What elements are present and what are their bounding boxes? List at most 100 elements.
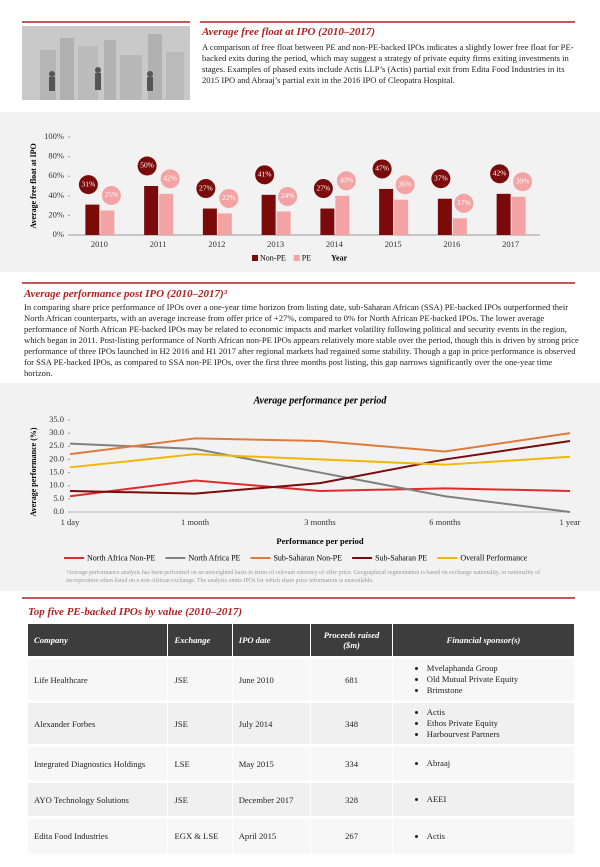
y-tick-label: 100% bbox=[44, 131, 64, 141]
y-axis-title: Average performance (%) bbox=[29, 427, 38, 516]
paragraph: In comparing share price performance of … bbox=[24, 302, 579, 378]
table-cell: 681 bbox=[310, 656, 393, 702]
sponsor: Old Mutual Private Equity bbox=[427, 674, 568, 685]
section-title: Average free float at IPO (2010–2017) bbox=[202, 26, 376, 38]
header-image bbox=[22, 26, 190, 100]
series-line bbox=[69, 440, 571, 495]
sponsor-cell: ActisEthos Private EquityHarbourvest Par… bbox=[392, 700, 576, 746]
value-label: 22% bbox=[222, 193, 236, 202]
table-cell: JSE bbox=[167, 700, 233, 746]
series-line bbox=[69, 432, 571, 456]
table-cell: 328 bbox=[310, 780, 393, 818]
value-label: 17% bbox=[457, 198, 471, 207]
table-cell: Edita Food Industries bbox=[28, 816, 169, 854]
sponsor-cell: AEEI bbox=[392, 780, 576, 818]
sponsor-cell: Abraaj bbox=[392, 744, 576, 782]
y-tick-label: 10.0 bbox=[49, 480, 64, 490]
label-badge bbox=[313, 179, 333, 199]
footnote: ³Average performance analysis has been p… bbox=[66, 570, 541, 584]
y-axis-title: Average free float at IPO bbox=[29, 143, 38, 228]
table-cell: June 2010 bbox=[232, 656, 312, 702]
value-label: 36% bbox=[398, 179, 412, 188]
bar bbox=[496, 193, 511, 235]
value-label: 42% bbox=[163, 174, 177, 183]
label-badge bbox=[278, 186, 298, 206]
y-tick-label: 25.0 bbox=[49, 440, 64, 450]
paragraph: A comparison of free float between PE an… bbox=[202, 42, 574, 85]
chart-background bbox=[0, 112, 600, 272]
table-cell: 348 bbox=[310, 700, 393, 746]
sponsor-cell: Mvelaphanda GroupOld Mutual Private Equi… bbox=[392, 656, 576, 702]
value-label: 42% bbox=[493, 169, 507, 178]
sponsor-list: Actis bbox=[399, 831, 568, 842]
table-row: Edita Food Industries EGX & LSE April 2015… bbox=[28, 816, 576, 854]
x-tick-label: 2014 bbox=[326, 239, 344, 249]
label-badge bbox=[219, 188, 239, 208]
sponsor: Mvelaphanda Group bbox=[427, 663, 568, 674]
sponsor: Brimstone bbox=[427, 685, 568, 696]
bar bbox=[276, 211, 291, 235]
section-title: Average performance post IPO (2010–2017)… bbox=[24, 288, 227, 300]
chart-background bbox=[0, 383, 600, 591]
x-tick-label: 1 month bbox=[181, 517, 210, 527]
x-tick-label: 2015 bbox=[385, 239, 402, 249]
x-axis-title: Performance per period bbox=[276, 536, 363, 546]
label-badge bbox=[336, 171, 356, 191]
section-title: Top five PE-backed IPOs by value (2010–2… bbox=[28, 606, 243, 618]
table-cell: 334 bbox=[310, 744, 393, 782]
sponsor: Actis bbox=[427, 831, 568, 842]
bar bbox=[394, 199, 409, 235]
label-badge bbox=[490, 164, 510, 184]
x-tick-label: 2011 bbox=[150, 239, 167, 249]
column-header: Proceeds raised ($m) bbox=[310, 624, 393, 658]
bar bbox=[217, 213, 232, 235]
value-label: 40% bbox=[340, 176, 354, 185]
x-axis-title: Year bbox=[331, 253, 347, 262]
table-cell: Integrated Diagnostics Holdings bbox=[28, 744, 169, 782]
table-cell: December 2017 bbox=[232, 780, 312, 818]
y-tick-label: 40% bbox=[48, 190, 64, 200]
legend-swatch bbox=[293, 255, 300, 261]
legend-label: North Africa Non-PE bbox=[87, 553, 156, 562]
y-tick-label: 30.0 bbox=[49, 427, 64, 437]
series-line bbox=[69, 453, 571, 469]
bar bbox=[85, 204, 100, 235]
legend-label: Overall Performance bbox=[460, 553, 527, 562]
sponsor-list: AEEI bbox=[399, 794, 568, 805]
bar bbox=[159, 193, 174, 235]
y-tick-label: 5.0 bbox=[53, 493, 64, 503]
y-tick-label: 20% bbox=[48, 209, 64, 219]
sponsor: Harbourvest Partners bbox=[427, 729, 568, 740]
value-label: 24% bbox=[281, 191, 295, 200]
column-header: IPO date bbox=[232, 624, 312, 658]
table-cell: JSE bbox=[167, 656, 233, 702]
x-tick-label: 2017 bbox=[502, 239, 519, 249]
bar bbox=[379, 188, 394, 235]
label-badge bbox=[431, 169, 451, 189]
value-label: 27% bbox=[199, 183, 213, 192]
x-tick-label: 2012 bbox=[208, 239, 225, 249]
value-label: 47% bbox=[375, 164, 389, 173]
sponsor-list: Abraaj bbox=[399, 758, 568, 769]
y-tick-label: 60% bbox=[48, 170, 64, 180]
table-cell: Life Healthcare bbox=[28, 656, 169, 702]
y-tick-label: 35.0 bbox=[49, 414, 64, 424]
bar bbox=[144, 186, 159, 235]
ipo-table: Company Exchange IPO date Proceeds raised (… bbox=[28, 624, 576, 854]
label-badge bbox=[196, 179, 216, 199]
table-cell: May 2015 bbox=[232, 744, 312, 782]
y-tick-label: 0.0 bbox=[53, 506, 64, 516]
x-tick-label: 3 months bbox=[304, 517, 335, 527]
bar bbox=[202, 208, 217, 235]
sponsor-cell: Actis bbox=[392, 816, 576, 854]
column-header: Exchange bbox=[167, 624, 233, 658]
table-cell: LSE bbox=[167, 744, 233, 782]
sponsor-list: ActisEthos Private EquityHarbourvest Par… bbox=[399, 707, 568, 740]
table-row: Integrated Diagnostics Holdings LSE May 20… bbox=[28, 744, 576, 782]
label-badge bbox=[78, 175, 98, 195]
table-cell: JSE bbox=[167, 780, 233, 818]
